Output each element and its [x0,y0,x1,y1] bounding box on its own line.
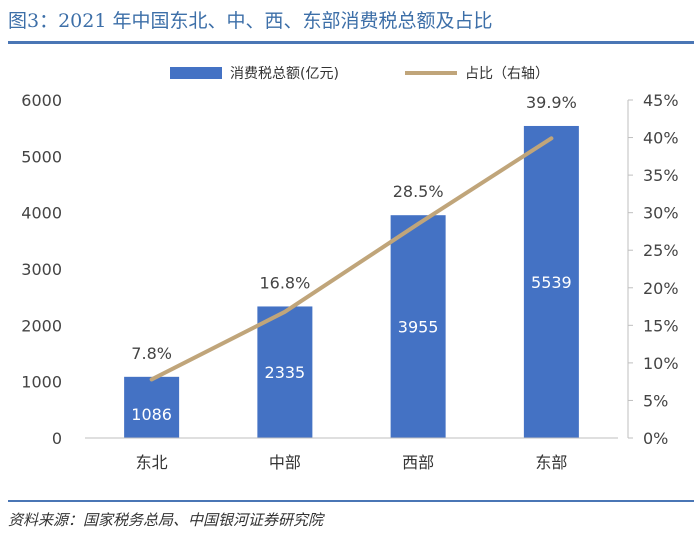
figure-title: 图3：2021 年中国东北、中、西、东部消费税总额及占比 [8,10,493,32]
ratio-line [149,136,554,382]
bar-value-label: 3955 [398,318,439,337]
bar [523,125,579,438]
left-axis: 0 1000 2000 3000 4000 5000 6000 [21,91,62,448]
left-tick-label: 0 [52,429,62,448]
ratio-value-label: 16.8% [259,273,310,292]
ratio-value-label: 28.5% [393,182,444,201]
right-tick-label: 30% [643,204,679,223]
ratio-value-label: 39.9% [526,93,577,112]
right-tick-label: 45% [643,91,679,110]
right-tick-label: 35% [643,166,679,185]
source-note: 资料来源：国家税务总局、中国银河证券研究院 [8,511,324,529]
right-tick-label: 5% [643,391,668,410]
bar-value-label: 5539 [531,273,572,292]
x-axis: 东北 中部 西部 东部 [85,437,618,472]
left-tick-label: 5000 [21,147,62,166]
right-tick-label: 0% [643,429,668,448]
x-tick-label: 西部 [402,453,434,472]
right-tick-label: 25% [643,241,679,260]
source-rule [8,500,694,502]
left-tick-label: 2000 [21,316,62,335]
right-tick-label: 20% [643,279,679,298]
right-axis: 0% 5% 10% 15% 20% 25% 30% 35% 40% 45% [627,91,679,448]
bar [257,306,313,438]
bars [124,125,579,438]
legend-bar-label: 消费税总额(亿元) [230,66,339,82]
x-tick-label: 东北 [136,453,168,472]
legend-bar-swatch [170,67,222,79]
legend: 消费税总额(亿元) 占比（右轴） [170,66,549,82]
ratio-value-label: 7.8% [131,344,172,363]
chart: 消费税总额(亿元) 占比（右轴） 0 1000 2000 3000 4000 5000 600… [21,66,679,472]
right-tick-label: 10% [643,354,679,373]
left-tick-label: 1000 [21,373,62,392]
bar [124,376,180,438]
title-rule [8,41,694,44]
ratio-line-series [149,136,554,382]
left-tick-label: 4000 [21,204,62,223]
bar-value-label: 2335 [265,363,306,382]
left-tick-label: 3000 [21,260,62,279]
bar-value-label: 1086 [131,405,172,424]
x-tick-label: 东部 [535,453,567,472]
data-labels: 1086 2335 3955 5539 7.8% 16.8% 28.5% 39.9% [131,93,577,424]
left-tick-label: 6000 [21,91,62,110]
legend-line-label: 占比（右轴） [465,66,549,82]
right-tick-label: 40% [643,129,679,148]
x-tick-label: 中部 [269,453,301,472]
right-tick-label: 15% [643,316,679,335]
bar [390,215,446,438]
